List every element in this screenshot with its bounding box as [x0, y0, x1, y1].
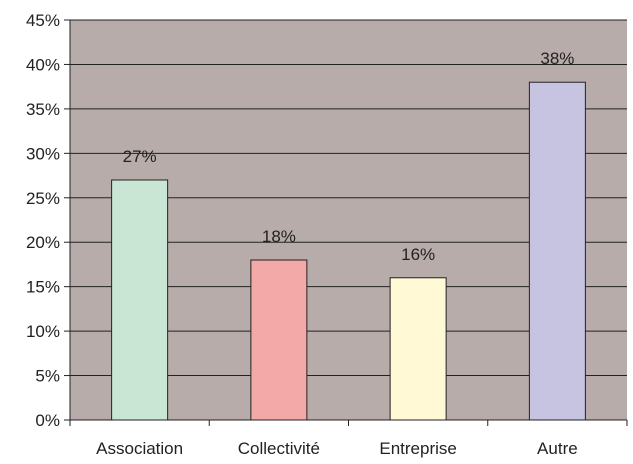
data-label: 18%	[262, 227, 296, 246]
y-tick-label: 0%	[35, 411, 60, 430]
y-tick-label: 10%	[26, 322, 60, 341]
bar-autre	[528, 81, 586, 421]
bar-collectivit-	[250, 259, 308, 421]
axes	[69, 20, 628, 426]
data-label: 16%	[401, 245, 435, 264]
y-tick-label: 25%	[26, 189, 60, 208]
data-labels: 27% 18% 16% 38%	[123, 49, 575, 264]
y-tick-label: 35%	[26, 100, 60, 119]
data-label: 38%	[540, 49, 574, 68]
x-tick-label: Entreprise	[379, 439, 456, 458]
x-axis-labels: Association Collectivité Entreprise Autre	[96, 439, 578, 458]
bars	[111, 81, 586, 421]
y-tick-label: 5%	[35, 367, 60, 386]
bar-association	[111, 179, 169, 421]
bar-entreprise	[389, 277, 447, 421]
x-tick-label: Autre	[537, 439, 578, 458]
data-label: 27%	[123, 147, 157, 166]
x-tick-label: Association	[96, 439, 183, 458]
y-tick-label: 30%	[26, 144, 60, 163]
y-tick-label: 15%	[26, 278, 60, 297]
x-tick-label: Collectivité	[238, 439, 320, 458]
y-axis-ticks: 0% 5% 10% 15% 20% 25% 30% 35% 40% 45%	[26, 11, 70, 430]
y-tick-label: 40%	[26, 55, 60, 74]
y-tick-label: 45%	[26, 11, 60, 30]
y-tick-label: 20%	[26, 233, 60, 252]
